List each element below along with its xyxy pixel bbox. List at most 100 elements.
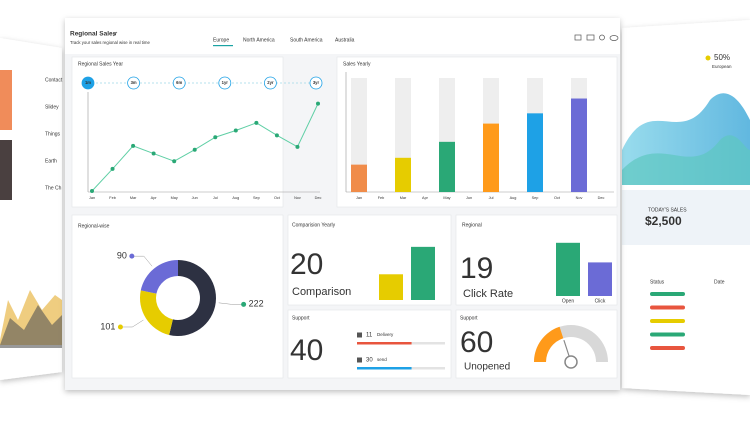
x-tick-label: Dec	[598, 196, 605, 200]
kpi-value: 20	[290, 248, 323, 281]
side-label: Things	[45, 131, 61, 137]
point	[274, 133, 279, 138]
leader-line	[218, 302, 244, 305]
table-header: Status	[650, 279, 665, 285]
x-tick-label: Apr	[422, 196, 429, 200]
range-label: 2yr	[267, 80, 274, 85]
bar	[439, 141, 455, 192]
status-badge	[650, 346, 685, 350]
tab[interactable]: South America	[290, 37, 323, 43]
status-badge	[650, 332, 685, 337]
range-button[interactable]	[127, 76, 141, 90]
bar	[395, 157, 411, 192]
point	[295, 144, 300, 149]
panel-title: Support	[460, 315, 478, 321]
right-card	[622, 190, 750, 245]
header-bar	[65, 18, 620, 54]
x-tick-label: Mar	[400, 196, 407, 200]
item-label: Delivery	[377, 332, 394, 337]
panel-title: Regional-wise	[78, 223, 110, 229]
left-block	[0, 140, 12, 200]
panel	[336, 56, 618, 208]
bar	[351, 164, 367, 192]
tab[interactable]: North America	[243, 37, 275, 43]
data-label: 101	[100, 321, 115, 331]
panel-title: Sales Yearly	[343, 61, 371, 67]
point	[316, 101, 320, 106]
icon	[609, 35, 619, 41]
range-label: 6m	[176, 80, 182, 85]
bar	[379, 274, 403, 300]
item-count: 11	[366, 333, 373, 339]
item-icon	[357, 357, 362, 363]
x-tick-label: Feb	[378, 196, 385, 200]
panel-title: Regional	[462, 222, 482, 228]
range-button[interactable]	[172, 76, 186, 90]
donut-slice	[169, 260, 217, 337]
range-button[interactable]	[263, 76, 277, 90]
data-label: 222	[249, 299, 264, 309]
bar-label: Open	[562, 298, 574, 304]
x-tick-label: Nov	[294, 196, 301, 200]
item-count: 30	[366, 358, 373, 364]
point	[110, 166, 115, 171]
x-tick-label: Jun	[192, 196, 198, 200]
point	[172, 159, 177, 164]
status-badge	[650, 292, 685, 296]
range-button[interactable]	[309, 76, 323, 90]
x-tick-label: Jan	[89, 196, 95, 200]
x-tick-label: Apr	[151, 196, 158, 200]
panel-title: Support	[292, 315, 310, 321]
point	[151, 151, 156, 156]
range-label: 3yr	[313, 80, 320, 85]
x-tick-label: Oct	[554, 196, 561, 200]
panel-title: Regional Sales Year	[78, 61, 123, 67]
kpi-value: 60	[460, 326, 493, 359]
point	[90, 189, 94, 193]
bar	[588, 262, 612, 296]
panel-title: Comparision Yearly	[292, 222, 336, 228]
table-header: Date	[714, 279, 725, 285]
x-tick-label: May	[171, 196, 178, 200]
item-label: send	[377, 357, 387, 362]
data-label: 90	[117, 251, 127, 261]
range-button[interactable]	[81, 76, 95, 90]
left-area	[0, 305, 62, 348]
kpi-label: Comparison	[292, 286, 351, 298]
x-tick-label: Dec	[315, 196, 322, 200]
x-tick-label: Jul	[213, 196, 218, 200]
bar-background	[351, 78, 367, 192]
point	[233, 128, 238, 133]
kpi-value: 19	[460, 252, 493, 285]
bar	[527, 113, 543, 192]
leader-line	[120, 319, 144, 328]
x-tick-label: Sep	[532, 196, 539, 200]
icon	[586, 34, 595, 41]
side-value: $2,500	[645, 214, 682, 228]
side-label: Earth	[45, 158, 57, 164]
x-tick-label: Aug	[232, 196, 239, 200]
point	[213, 135, 218, 140]
subtitle: Track your sales regional wise in real t…	[70, 40, 150, 45]
legend-dot	[705, 55, 711, 61]
donut-slice	[140, 290, 173, 335]
side-label: Slidey	[45, 104, 59, 110]
label-dot	[241, 301, 247, 307]
gauge-hub	[564, 355, 578, 369]
x-tick-label: Oct	[274, 196, 281, 200]
x-tick-label: Sep	[253, 196, 260, 200]
range-button[interactable]	[218, 76, 232, 90]
tab[interactable]: Europe	[213, 37, 229, 43]
progress-bar	[357, 342, 412, 345]
side-label: Contact	[45, 77, 63, 83]
tab[interactable]: Australia	[335, 37, 355, 43]
icon	[599, 34, 605, 41]
range-label: 1yr	[222, 80, 229, 85]
kpi-label: Unopened	[464, 362, 510, 373]
x-tick-label: Jan	[356, 196, 362, 200]
bar	[483, 123, 499, 192]
point	[131, 143, 136, 148]
range-label: 3m	[131, 80, 137, 85]
bar	[556, 242, 580, 296]
left-mockup	[0, 38, 62, 380]
